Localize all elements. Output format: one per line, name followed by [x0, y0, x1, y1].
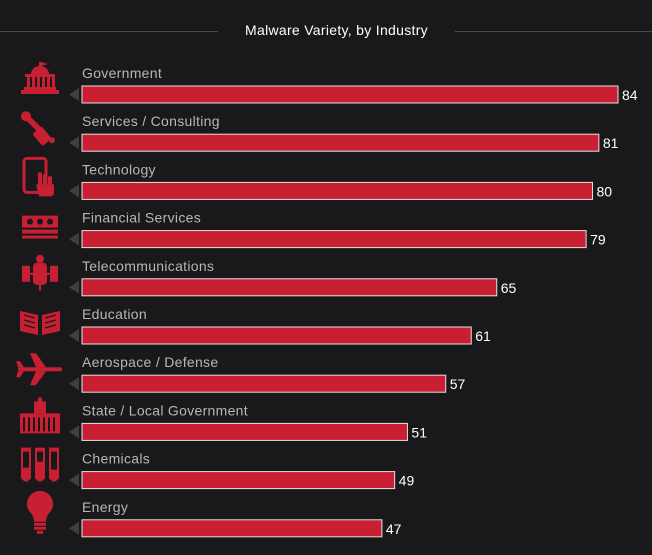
category-label: Telecommunications	[82, 258, 214, 274]
category-label: Energy	[82, 499, 128, 515]
value-label: 79	[590, 232, 606, 248]
value-label: 61	[475, 328, 491, 344]
category-label: Chemicals	[82, 451, 150, 467]
value-label: 57	[450, 376, 466, 392]
bar	[81, 230, 587, 249]
title-rule-right	[455, 31, 652, 32]
bar-pointer	[69, 521, 79, 535]
bar-pointer	[69, 377, 79, 391]
category-label: Financial Services	[82, 210, 201, 226]
value-label: 80	[596, 183, 612, 199]
bar	[81, 85, 619, 104]
satellite-icon	[22, 254, 58, 291]
bar	[81, 278, 498, 297]
open-book-icon	[20, 311, 60, 335]
bar-pointer	[69, 280, 79, 294]
bar	[81, 181, 593, 200]
capitol-icon	[21, 62, 59, 94]
factory-icon	[20, 397, 60, 434]
title-rule-left	[0, 31, 218, 32]
value-label: 51	[411, 424, 427, 440]
test-tubes-icon	[21, 447, 59, 482]
category-label: Government	[82, 65, 162, 81]
value-label: 81	[603, 135, 619, 151]
touchscreen-hand-icon	[22, 156, 54, 197]
bar-pointer	[69, 184, 79, 198]
value-label: 49	[399, 473, 415, 489]
category-label: Aerospace / Defense	[82, 354, 218, 370]
bar	[81, 133, 600, 152]
bar-pointer	[69, 425, 79, 439]
cash-icon	[22, 215, 58, 239]
value-label: 84	[622, 87, 638, 103]
category-label: State / Local Government	[82, 402, 248, 418]
chart-title: Malware Variety, by Industry	[245, 22, 428, 38]
bar-pointer	[69, 232, 79, 246]
bar	[81, 422, 408, 441]
category-label: Services / Consulting	[82, 113, 220, 129]
category-label: Education	[82, 306, 147, 322]
lightbulb-icon	[27, 490, 53, 534]
bar	[81, 374, 447, 393]
chart-title-row: Malware Variety, by Industry	[0, 20, 652, 42]
bar-pointer	[69, 136, 79, 150]
airplane-icon	[16, 353, 62, 386]
bar	[81, 326, 472, 345]
bar-pointer	[69, 88, 79, 101]
bar-pointer	[69, 473, 79, 487]
value-label: 65	[501, 280, 517, 296]
bar	[81, 471, 396, 490]
bar	[81, 519, 383, 538]
wrench-screwdriver-icon	[21, 111, 55, 146]
bar-pointer	[69, 329, 79, 342]
category-label: Technology	[82, 161, 156, 177]
value-label: 47	[386, 521, 402, 537]
